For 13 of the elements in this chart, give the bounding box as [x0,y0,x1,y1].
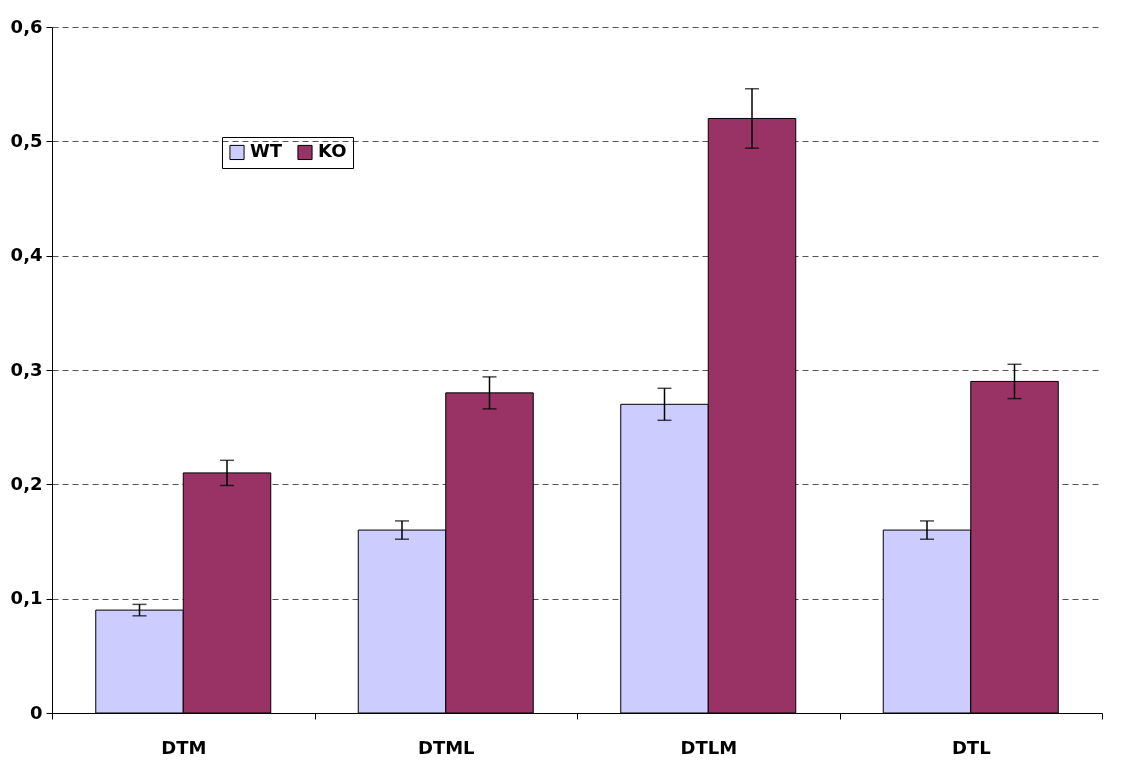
legend-label: WT [250,140,283,162]
y-tick-label: 0,1 [10,587,43,609]
x-tick-label: DTM [161,736,207,758]
x-tick-label: DTL [951,736,991,758]
y-tick-label: 0,5 [10,129,43,151]
y-tick-label: 0,4 [10,244,43,266]
x-tick-label: DTLM [680,736,738,758]
y-tick-label: 0,3 [10,358,43,380]
x-tick-label: DTML [417,736,475,758]
y-tick-label: 0 [29,701,43,723]
y-tick-label: 0,2 [10,472,43,494]
y-tick-label: 0,6 [10,15,43,37]
legend-label: KO [318,140,347,162]
